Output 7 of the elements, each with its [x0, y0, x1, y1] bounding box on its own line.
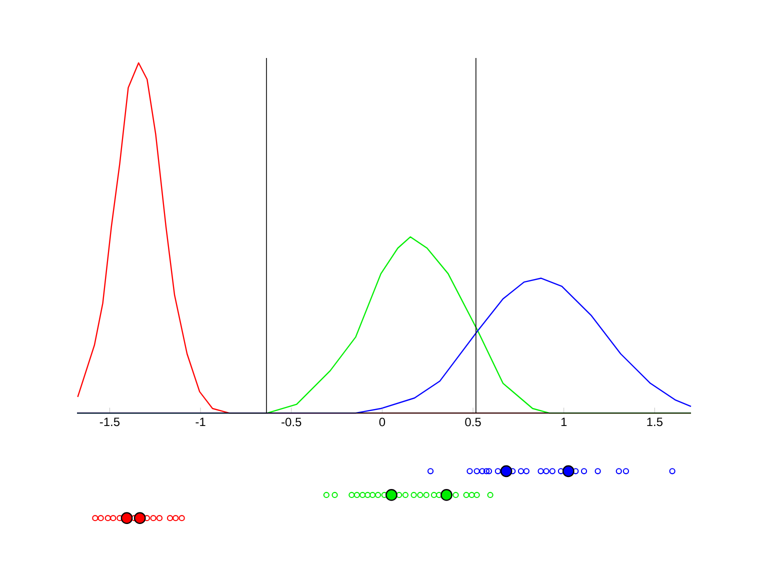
- x-tick-label: 0.5: [465, 418, 481, 426]
- x-tick-label: 0: [379, 418, 386, 426]
- x-tick-label: 1.5: [647, 418, 663, 426]
- x-tick-label: -0.5: [282, 418, 302, 426]
- x-tick-label: -1.5: [100, 418, 120, 426]
- x-tick-label: -1: [196, 418, 206, 426]
- x-tick-label: 1: [561, 418, 567, 426]
